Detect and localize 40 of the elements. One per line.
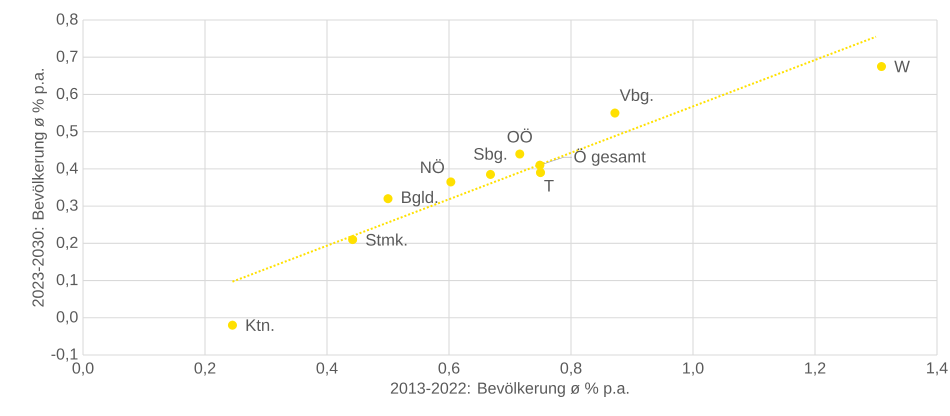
annotation: Ktn. bbox=[246, 319, 274, 332]
point bbox=[486, 170, 496, 179]
y-tick-label: 0,0 bbox=[56, 311, 78, 324]
point bbox=[536, 168, 546, 178]
x-axis-title: 2013-2022: Bevölkerung ø % p.a. bbox=[390, 382, 628, 397]
annotation: Bgld. bbox=[402, 190, 438, 206]
point bbox=[446, 177, 456, 186]
y-tick-label: 0,1 bbox=[56, 274, 78, 288]
x-tick-label: 1,4 bbox=[927, 362, 948, 376]
y-tick-label: 0,5 bbox=[56, 125, 78, 138]
point bbox=[383, 194, 393, 204]
y-axis-title: 2023-2030: Bevölkerung ø % p.a. bbox=[32, 69, 47, 307]
y-tick-label: 0,7 bbox=[56, 50, 78, 64]
x-tick-label: 0,2 bbox=[194, 362, 216, 376]
annotation: W bbox=[894, 60, 910, 72]
annotation: Sbg. bbox=[474, 148, 506, 164]
x-tick-label: 1,2 bbox=[805, 362, 826, 376]
point bbox=[348, 235, 358, 244]
x-tick-label: 0,8 bbox=[560, 362, 582, 376]
annotation: Stmk. bbox=[366, 233, 406, 246]
x-tick-label: 0,4 bbox=[316, 362, 338, 376]
point bbox=[228, 320, 237, 330]
y-tick-label: 0,8 bbox=[56, 13, 78, 27]
y-tick-label: 0,6 bbox=[56, 88, 78, 102]
annotation: OÖ bbox=[508, 128, 532, 143]
y-tick-label: 0,3 bbox=[56, 200, 78, 213]
annotation: Ö gesamt bbox=[574, 148, 646, 166]
point bbox=[876, 62, 886, 72]
y-tick-label: 0,4 bbox=[56, 162, 78, 176]
y-tick-label: -0,1 bbox=[51, 348, 78, 362]
x-tick-label: 1,0 bbox=[683, 362, 704, 376]
point bbox=[535, 160, 544, 170]
annotation: Vbg. bbox=[620, 88, 652, 104]
point bbox=[610, 108, 620, 118]
x-tick-label: 0,0 bbox=[72, 362, 94, 376]
x-tick-label: 0,6 bbox=[438, 362, 460, 376]
y-tick-label: 0,2 bbox=[56, 236, 78, 250]
point bbox=[515, 149, 524, 159]
annotation: T bbox=[544, 180, 554, 192]
annotation: NÖ bbox=[421, 159, 444, 174]
